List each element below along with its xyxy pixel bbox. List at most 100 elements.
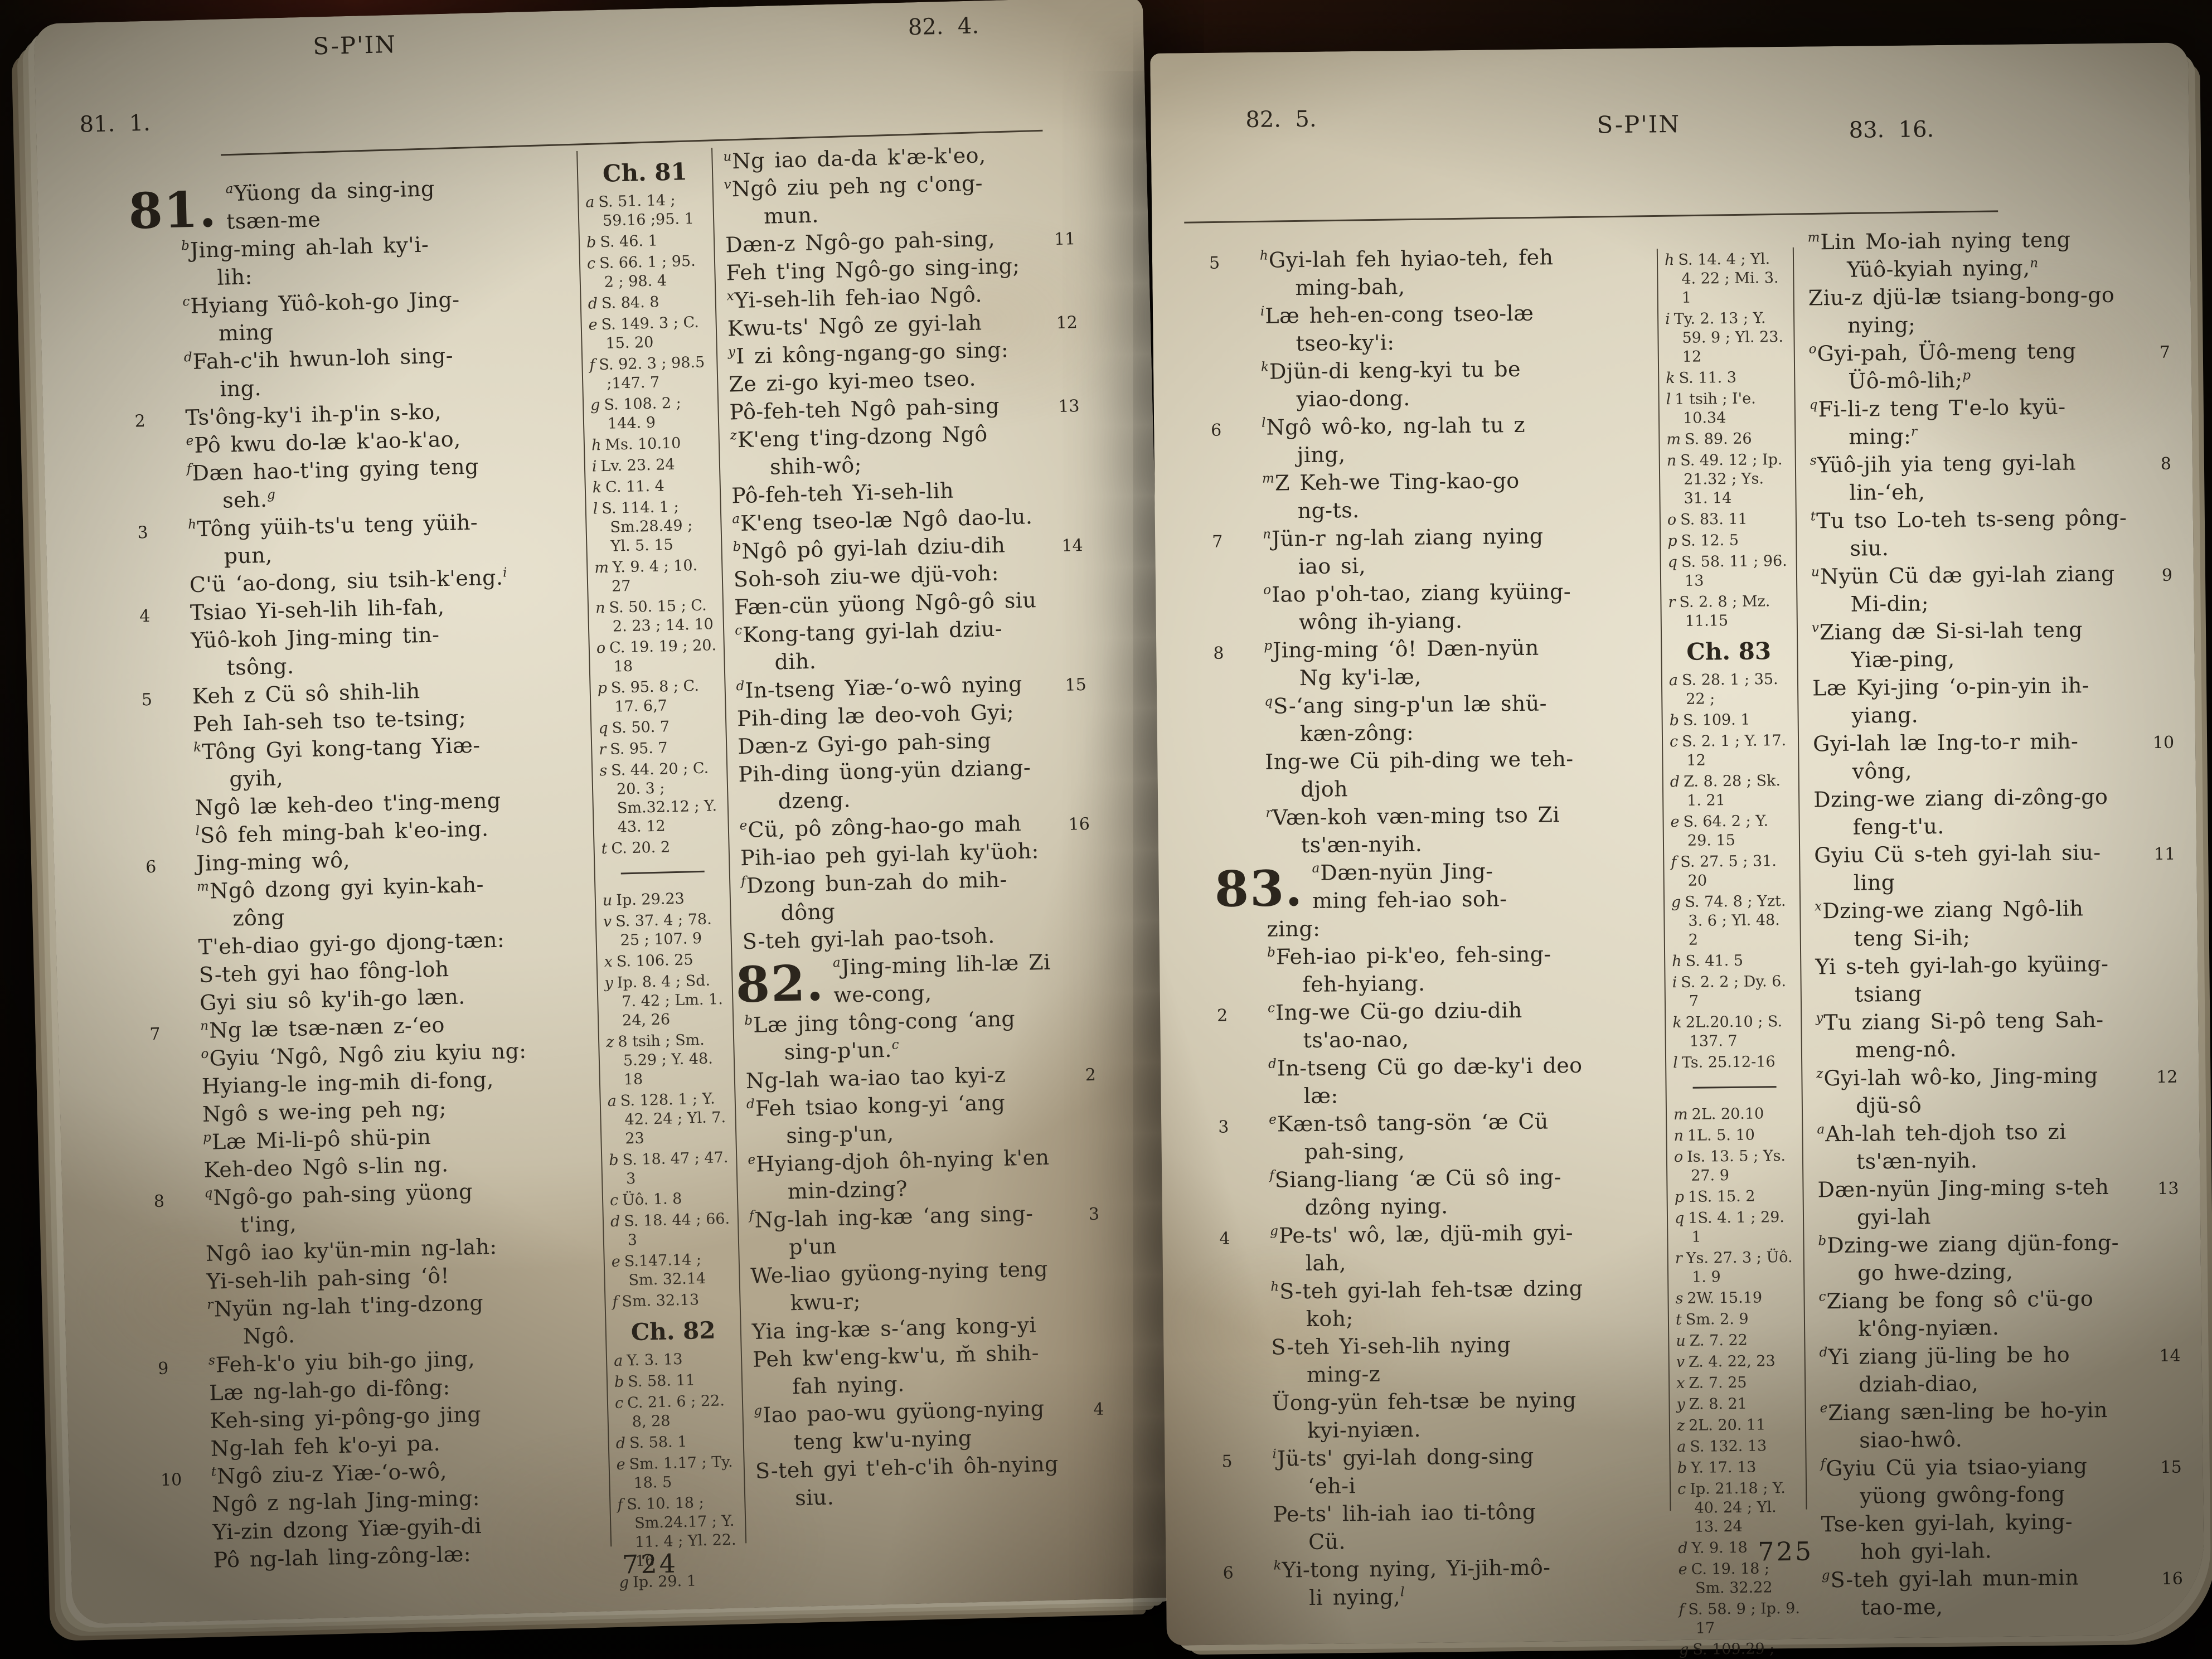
right-page-reference-column: h S. 14. 4 ; Yl. 4. 22 ; Mi. 3. 1 i Ty. 2. … (1656, 247, 1807, 1659)
text-line: Tse-ken gyi-lah, kying- (1807, 1507, 2186, 1539)
line-text: fDzong bun-zah do mih- (740, 867, 1008, 898)
reference-text: Ty. 2. 13 ; Y. 59. 9 ; Yl. 23. 12 (1673, 309, 1784, 366)
running-head-title: S-P'IN (1597, 110, 1681, 139)
line-text: Pih-ding læ deo-voh Gyi; (736, 700, 1015, 731)
text-line: Ng ky'i-læ, (1206, 661, 1629, 693)
line-text: aAh-lah teh-djoh tso zi (1817, 1119, 2067, 1147)
line-text: S-teh gyi hao fông-loh (198, 957, 449, 987)
text-line: bDzing-we ziang djün-fong- (1803, 1228, 2182, 1260)
reference-line: f Sm. 32.13 (612, 1290, 734, 1312)
reference-letter: r (1668, 594, 1676, 612)
line-text: ming feh-iao soh- (1312, 886, 1507, 913)
reference-letter: f (617, 1496, 623, 1514)
reference-text: S. 44. 20 ; C. 20. 3 ; Sm.32.12 ; Y. 43.… (610, 759, 717, 836)
line-text: dYi ziang jü-ling be ho (1819, 1342, 2070, 1370)
reference-text: S. 58. 11 (627, 1371, 696, 1391)
reference-text: 2W. 15.19 (1687, 1289, 1763, 1307)
line-text: feng-t'u. (1852, 813, 1944, 840)
reference-letter: e (1670, 813, 1680, 831)
line-text: zing: (1267, 916, 1321, 942)
line-text: mLin Mo-iah nying teng (1807, 227, 2071, 255)
text-line: 13 Dæn-nyün Jing-ming s-teh (1803, 1172, 2182, 1204)
line-text: fGyiu Cü yia tsiao-yiang (1820, 1453, 2088, 1481)
text-line: 5 iJü-ts' gyi-lah dong-sing (1214, 1441, 1637, 1473)
reference-line: e S.147.14 ; Sm. 32.14 (611, 1250, 734, 1291)
line-text: Yüô-kyiah nying,n (1846, 255, 2039, 282)
line-text: tsiang (1854, 981, 1922, 1007)
reference-text: S. 27. 5 ; 31. 20 (1680, 852, 1777, 890)
reference-letter: g (1679, 1641, 1689, 1659)
reference-line: c Ip. 21.18 ; Y. 40. 24 ; Yl. 13. 24 (1677, 1479, 1801, 1537)
reference-letter: b (608, 1151, 619, 1170)
text-line: lah, (1212, 1246, 1636, 1278)
reference-text: S. 114. 1 ; Sm.28.49 ; Yl. 5. 15 (601, 498, 693, 555)
line-text: Mi-din; (1850, 591, 1929, 617)
text-line: dzông nying. (1211, 1190, 1635, 1223)
line-text: Ze zi-go kyi-meo tseo. (728, 366, 977, 397)
line-text: mun. (763, 202, 819, 229)
running-head-left: 82. 5. (1245, 106, 1317, 133)
line-text: li nying,l (1308, 1584, 1405, 1610)
text-line: ʻeh-i (1214, 1469, 1638, 1501)
line-text: zGyi-lah wô-ko, Jing-ming (1816, 1063, 2098, 1091)
reference-text: Lv. 23. 24 (600, 455, 675, 476)
line-text: Læ Kyi-jing ʻo-pin-yin ih- (1812, 673, 2090, 701)
reference-letter: o (596, 639, 606, 657)
reference-letter: u (1676, 1332, 1686, 1350)
reference-text: S. 58. 9 ; Ip. 9. 17 (1688, 1599, 1801, 1637)
text-line: siu. (1796, 531, 2175, 563)
text-line: xDzing-we ziang Ngô-lih (1800, 894, 2179, 925)
line-text: teng kw'u-nying (793, 1425, 973, 1455)
line-text: yüong gwông-fong (1860, 1481, 2065, 1508)
text-line: go hwe-dzing, (1804, 1256, 2183, 1288)
line-text: zông (232, 905, 285, 931)
text-line: nying; (1794, 308, 2173, 340)
reference-text: 1 tsih ; I'e. 10.34 (1675, 390, 1756, 427)
text-line: rVæn-koh væn-ming tso Zi (1207, 800, 1631, 832)
text-line: 4 gPe-ts' wô, læ, djü-mih gyi- (1211, 1218, 1635, 1250)
reference-letter: q (1667, 553, 1678, 571)
line-text: Yüô-koh Jing-ming tin- (190, 622, 440, 653)
line-text: oIao p'oh-tao, ziang kyüing- (1263, 579, 1571, 607)
line-text: ʻeh-i (1307, 1473, 1356, 1499)
reference-letter: r (1675, 1249, 1682, 1268)
verse-number: 16 (1068, 814, 1090, 835)
text-line: Yi s-teh gyi-lah-go kyüing- (1801, 949, 2180, 981)
reference-text: S. 12. 5 (1681, 531, 1739, 550)
reference-letter: l (1666, 391, 1671, 409)
reference-line: p S. 12. 5 (1667, 531, 1790, 551)
line-text: tseo-ky'i: (1296, 330, 1395, 356)
line-text: ts'ao-nao, (1303, 1027, 1409, 1053)
reference-letter: k (1672, 1013, 1682, 1032)
text-line: kyi-nyiæn. (1214, 1413, 1637, 1445)
text-line: kDjün-di keng-kyi tu be (1202, 354, 1626, 386)
line-text: Tse-ken gyi-lah, kying- (1821, 1509, 2073, 1537)
line-text: cKong-tang gyi-lah dziu- (734, 616, 1003, 647)
line-text: Yi s-teh gyi-lah-go kyüing- (1815, 951, 2109, 979)
line-text: ming (218, 319, 274, 346)
text-line: 6 kYi-tong nying, Yi-jih-mô- (1215, 1553, 1638, 1585)
reference-line: t Sm. 2. 9 (1676, 1309, 1798, 1330)
text-line: mZ Keh-we Ting-kao-go (1204, 465, 1627, 498)
text-line: hS-teh gyi-lah feh-tsæ dzing (1212, 1274, 1636, 1306)
reference-line: x Z. 7. 25 (1676, 1373, 1799, 1393)
text-line: siao-hwô. (1806, 1423, 2185, 1455)
line-text: Ng ky'i-læ, (1299, 664, 1422, 691)
verse-number: 11 (1054, 229, 1076, 250)
verse-number: 9 (157, 1359, 169, 1379)
reference-line: g S. 74. 8 ; Yzt. 3. 6 ; Yl. 48. 2 (1671, 892, 1794, 950)
reference-letter: o (1673, 1148, 1684, 1166)
reference-text: S. 2. 1 ; Y. 17. 12 (1682, 731, 1787, 769)
reference-letter: d (615, 1434, 626, 1452)
reference-letter: k (1666, 370, 1675, 387)
verse-number: 2 (1085, 1065, 1097, 1085)
line-text: hoh gyi-lah. (1860, 1538, 1992, 1564)
reference-text: S. 89. 26 (1684, 430, 1752, 448)
reference-text: S. 28. 1 ; 35. 22 ; (1681, 671, 1778, 708)
reference-text: S. 106. 25 (616, 951, 693, 971)
line-text: Ziu-z djü-læ tsiang-bong-go (1808, 282, 2115, 311)
reference-letter: x (1676, 1374, 1685, 1393)
reference-letter: h (1672, 952, 1682, 971)
verse-number: 12 (2156, 1067, 2178, 1088)
text-line: teng Si-ih; (1801, 921, 2180, 953)
